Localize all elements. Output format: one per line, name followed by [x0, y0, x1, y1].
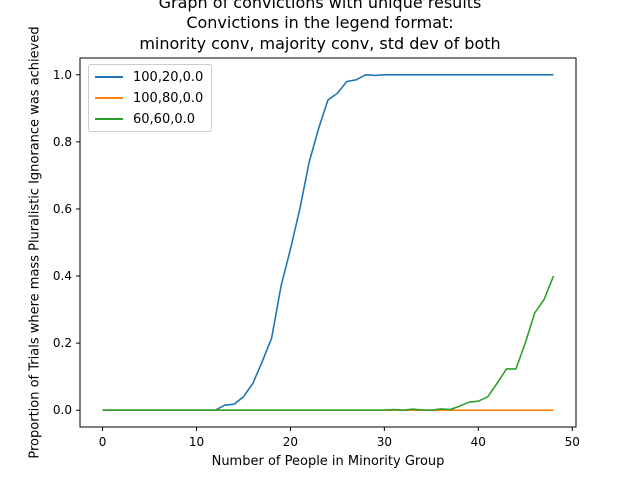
legend-label-2: 100,80,0.0 [133, 90, 204, 106]
x-tick-label: 40 [471, 435, 486, 449]
legend-label-1: 100,20,0.0 [133, 69, 204, 85]
chart-title-line-1: Graph of convictions with unique results [158, 0, 482, 12]
y-tick-label: 0.0 [53, 403, 72, 417]
legend-swatch-2 [95, 97, 123, 99]
legend-item-3: 60,60,0.0 [95, 110, 195, 128]
x-tick-label: 30 [377, 435, 392, 449]
y-axis-label: Proportion of Trials where mass Pluralis… [27, 26, 43, 459]
y-tick-label: 0.2 [53, 336, 72, 350]
y-tick-label: 0.8 [53, 135, 72, 149]
legend-item-1: 100,20,0.0 [95, 68, 203, 86]
lines-layer [102, 73, 555, 412]
x-tick-label: 0 [99, 435, 107, 449]
ticks-layer: 0 10 20 30 40 50 0.0 0.2 0.4 0.6 0.8 1.0 [53, 68, 580, 449]
axes-frame [79, 57, 577, 428]
x-axis-label: Number of People in Minority Group [211, 454, 445, 469]
legend-swatch-3 [95, 118, 123, 120]
chart-title-line-2: Convictions in the legend format: [186, 13, 454, 32]
x-tick-label: 20 [283, 435, 298, 449]
chart-title-line-3: minority conv, majority conv, std dev of… [139, 34, 501, 53]
legend: 100,20,0.0 100,80,0.0 60,60,0.0 [88, 64, 212, 132]
y-tick-label: 1.0 [53, 68, 72, 82]
legend-label-3: 60,60,0.0 [133, 111, 196, 127]
x-tick-label: 10 [189, 435, 204, 449]
y-tick-label: 0.4 [53, 269, 72, 283]
series-line-3 [102, 275, 555, 412]
legend-swatch-1 [95, 76, 123, 78]
y-tick-label: 0.6 [53, 202, 72, 216]
legend-item-2: 100,80,0.0 [95, 89, 203, 107]
x-tick-label: 50 [565, 435, 580, 449]
